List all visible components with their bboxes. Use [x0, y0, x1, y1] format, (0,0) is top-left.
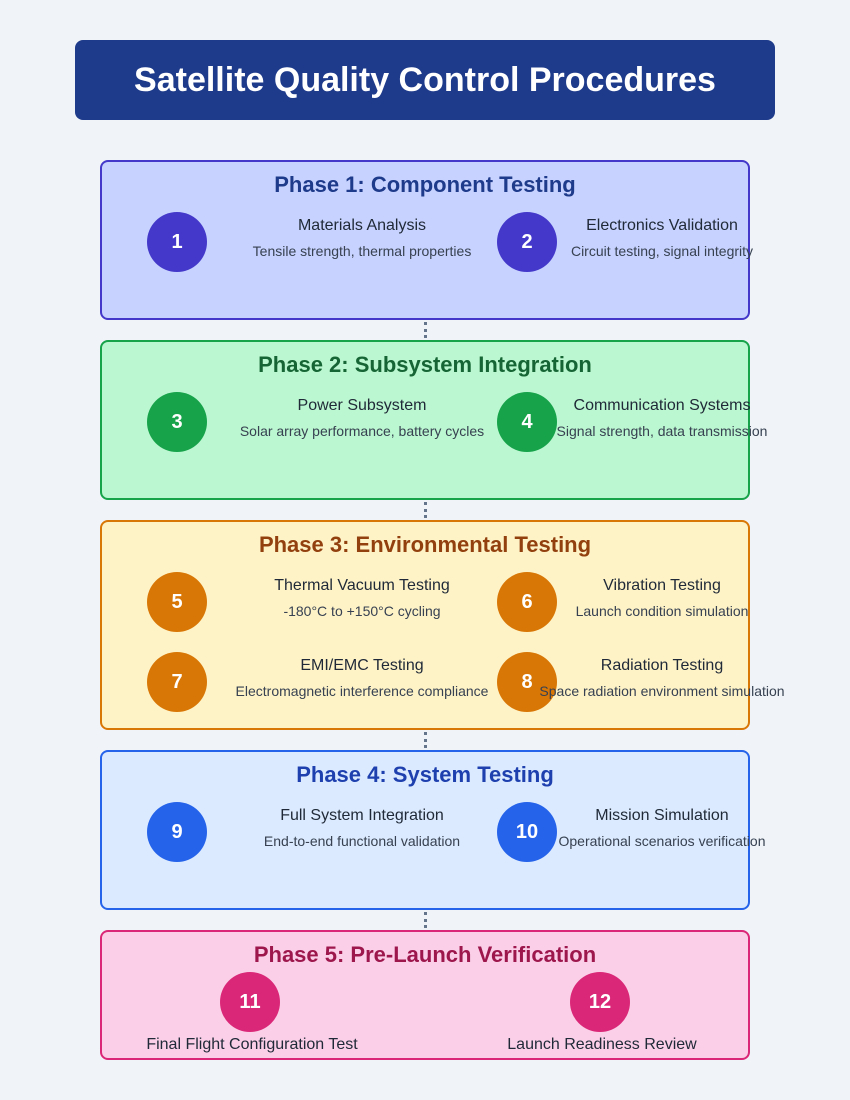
- connector-1-2: [424, 322, 427, 338]
- step-4-desc: Signal strength, data transmission: [556, 423, 768, 439]
- connector-3-4: [424, 732, 427, 748]
- step-9-circle: 9: [147, 802, 207, 862]
- step-6-name: Vibration Testing: [603, 577, 721, 594]
- step-8-name: Radiation Testing: [600, 657, 724, 674]
- step-4-circle: 4: [497, 392, 557, 452]
- step-1-name: Materials Analysis: [297, 217, 427, 234]
- phase-1-title: Phase 1: Component Testing: [274, 172, 576, 197]
- step-10-desc: Operational scenarios verification: [558, 833, 766, 849]
- phase-5-title: Phase 5: Pre-Launch Verification: [253, 942, 597, 967]
- step-1-circle: 1: [147, 212, 207, 272]
- phase-3-box: Phase 3: Environmental Testing 5 Thermal…: [100, 520, 785, 730]
- step-1-desc: Tensile strength, thermal properties: [252, 243, 472, 259]
- step-6-desc: Launch condition simulation: [575, 603, 749, 619]
- phase-4-box: Phase 4: System Testing 9 Full System In…: [100, 750, 766, 910]
- step-2-circle: 2: [497, 212, 557, 272]
- phase-5-box: Phase 5: Pre-Launch Verification 11 Fina…: [100, 930, 750, 1060]
- title-banner: Satellite Quality Control Procedures: [75, 40, 775, 120]
- step-2-desc: Circuit testing, signal integrity: [570, 243, 754, 259]
- step-11-circle: 11: [220, 972, 280, 1032]
- step-7-desc: Electromagnetic interference compliance: [235, 683, 489, 699]
- step-9-desc: End-to-end functional validation: [263, 833, 461, 849]
- phase-2-title: Phase 2: Subsystem Integration: [258, 352, 592, 377]
- step-4-name: Communication Systems: [573, 397, 751, 414]
- step-3-circle: 3: [147, 392, 207, 452]
- step-11-name: Final Flight Configuration Test: [146, 1036, 358, 1053]
- step-3-desc: Solar array performance, battery cycles: [239, 423, 485, 439]
- step-7-circle: 7: [147, 652, 207, 712]
- step-12-name: Launch Readiness Review: [507, 1036, 697, 1053]
- connector-4-5: [424, 912, 427, 928]
- phase-1-box: Phase 1: Component Testing 1 Materials A…: [100, 160, 753, 320]
- step-10-name: Mission Simulation: [595, 807, 729, 824]
- step-10-circle: 10: [497, 802, 557, 862]
- page-title: Satellite Quality Control Procedures: [134, 60, 716, 99]
- step-9-name: Full System Integration: [280, 807, 444, 824]
- connector-2-3: [424, 502, 427, 518]
- phase-4-title: Phase 4: System Testing: [296, 762, 554, 787]
- phase-3-title: Phase 3: Environmental Testing: [258, 532, 592, 557]
- step-8-desc: Space radiation environment simulation: [539, 683, 785, 699]
- step-8-circle: 8: [497, 652, 557, 712]
- step-5-circle: 5: [147, 572, 207, 632]
- step-2-name: Electronics Validation: [586, 217, 738, 234]
- step-7-name: EMI/EMC Testing: [300, 657, 424, 674]
- phase-2-box: Phase 2: Subsystem Integration 3 Power S…: [100, 340, 767, 500]
- step-5-name: Thermal Vacuum Testing: [274, 577, 450, 594]
- step-5-desc: -180°C to +150°C cycling: [283, 603, 441, 619]
- step-12-circle: 12: [570, 972, 630, 1032]
- step-3-name: Power Subsystem: [297, 397, 427, 414]
- step-6-circle: 6: [497, 572, 557, 632]
